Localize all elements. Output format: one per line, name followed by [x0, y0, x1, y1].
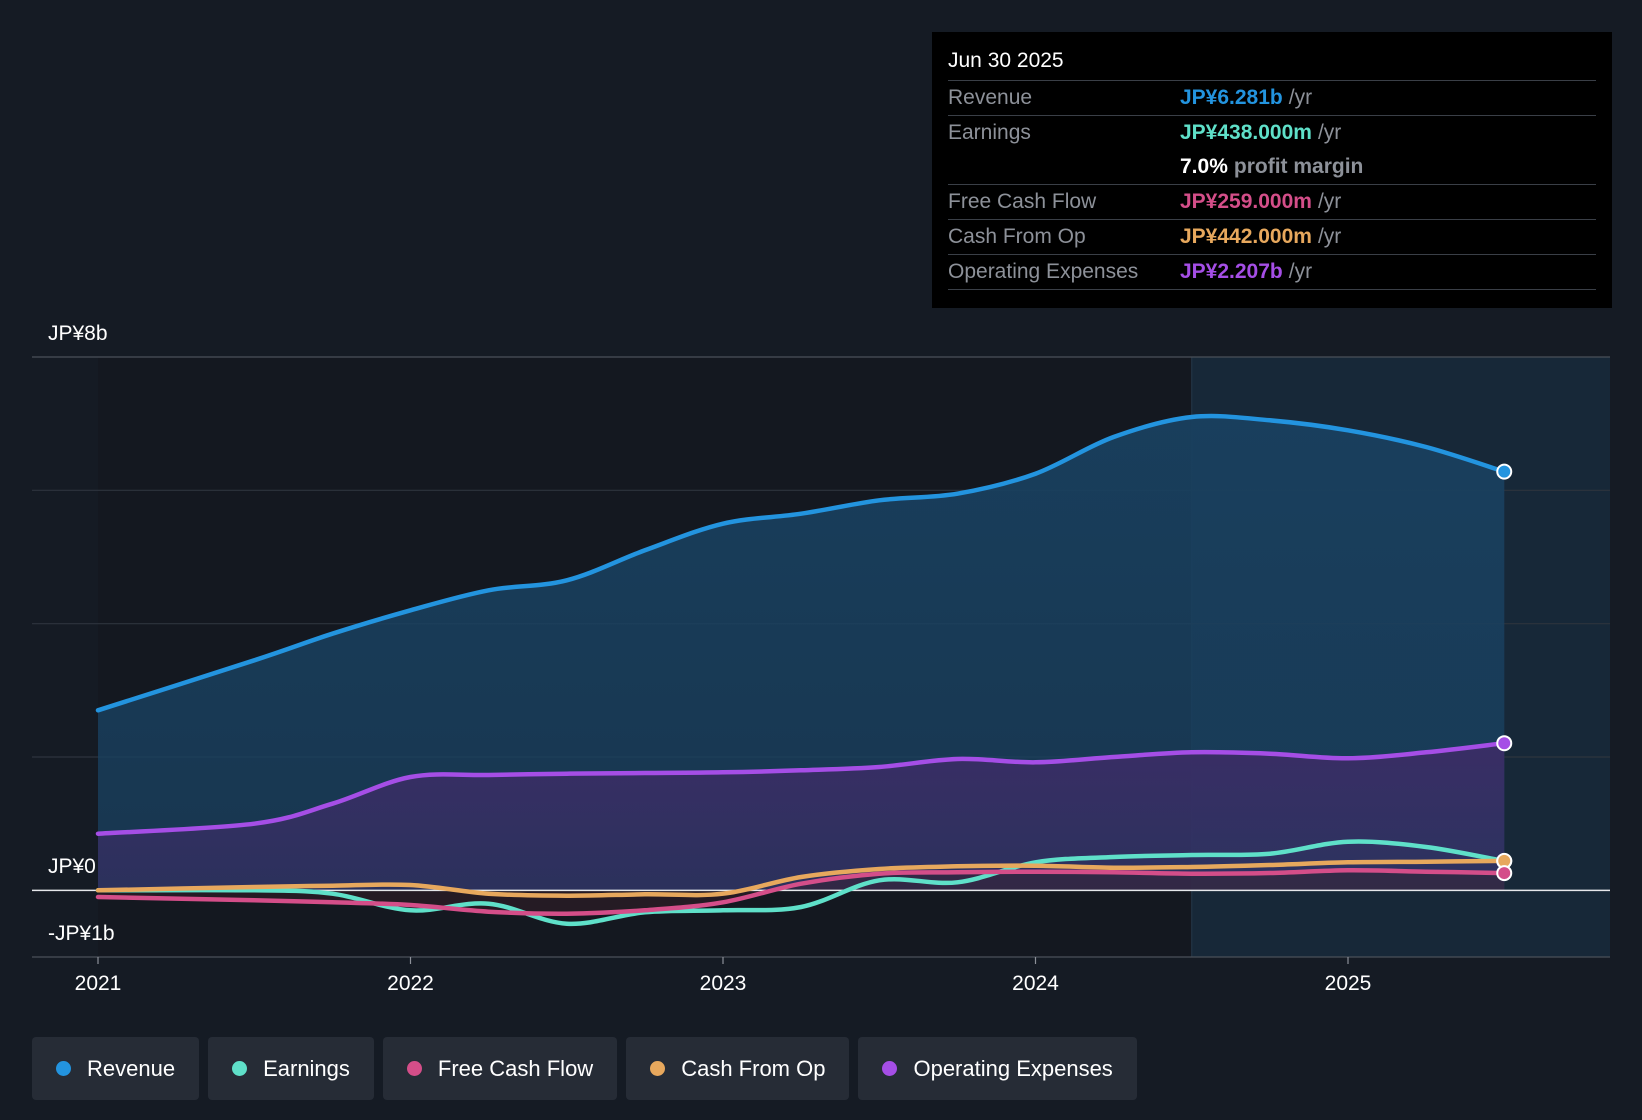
legend-dot-icon: [650, 1061, 666, 1076]
tooltip-margin-value: 7.0%: [1180, 155, 1228, 178]
tooltip-label: Operating Expenses: [948, 260, 1139, 283]
fcf-area: [98, 870, 1505, 914]
legend-label: Operating Expenses: [913, 1055, 1113, 1081]
revenue-end-marker: [1496, 463, 1513, 480]
x-tick-label: 2021: [75, 972, 122, 995]
tooltip-row-cfo: Cash From Op JP¥442.000m /yr: [948, 220, 1596, 255]
legend-item-free-cash-flow[interactable]: Free Cash Flow: [382, 1037, 618, 1100]
legend-label: Earnings: [263, 1055, 350, 1081]
tooltip-margin-label: profit margin: [1233, 155, 1364, 178]
tooltip-value: JP¥442.000m: [1180, 225, 1312, 248]
legend: Revenue Earnings Free Cash Flow Cash Fro…: [32, 1037, 1137, 1100]
y-label-bottom: -JP¥1b: [48, 922, 115, 945]
legend-dot-icon: [406, 1061, 422, 1076]
cfo-line: [95, 858, 1507, 898]
legend-item-cash-from-op[interactable]: Cash From Op: [626, 1037, 850, 1100]
legend-item-operating-expenses[interactable]: Operating Expenses: [858, 1037, 1137, 1100]
x-tick-label: 2023: [700, 972, 747, 995]
tooltip-unit: /yr: [1317, 190, 1342, 213]
legend-dot-icon: [882, 1061, 898, 1076]
tooltip-value: JP¥2.207b: [1180, 260, 1283, 283]
y-label-top: JP¥8b: [48, 322, 108, 345]
tooltip-label: Cash From Op: [948, 225, 1086, 248]
tooltip-row-opex: Operating Expenses JP¥2.207b /yr: [948, 255, 1596, 290]
legend-label: Cash From Op: [681, 1055, 826, 1081]
legend-item-earnings[interactable]: Earnings: [208, 1037, 374, 1100]
tooltip-value: JP¥438.000m: [1180, 121, 1312, 144]
tooltip-value: JP¥259.000m: [1180, 190, 1312, 213]
tooltip-row-fcf: Free Cash Flow JP¥259.000m /yr: [948, 185, 1596, 220]
tooltip-row-earnings: Earnings JP¥438.000m /yr: [948, 116, 1596, 150]
legend-item-revenue[interactable]: Revenue: [32, 1037, 200, 1100]
tooltip-label: Free Cash Flow: [948, 190, 1097, 213]
tooltip-unit: /yr: [1288, 86, 1313, 109]
tooltip-row-margin: 7.0% profit margin: [948, 150, 1596, 185]
tooltip-date: Jun 30 2025: [948, 46, 1596, 81]
legend-dot-icon: [56, 1061, 71, 1076]
tooltip-label: Revenue: [948, 86, 1033, 109]
opex-line: [95, 740, 1507, 836]
tooltip-value: JP¥6.281b: [1180, 86, 1283, 109]
y-label-zero: JP¥0: [48, 855, 96, 878]
opex-area: [98, 743, 1505, 891]
chart: JP¥8b JP¥0 -JP¥1b 2021 2022 2023 2024 2025: [32, 322, 1610, 995]
tooltip-unit: /yr: [1288, 260, 1313, 283]
x-tick-label: 2022: [387, 972, 434, 995]
opex-end-marker: [1496, 735, 1513, 752]
legend-label: Revenue: [87, 1055, 176, 1081]
fcf-line: [95, 868, 1507, 916]
legend-label: Free Cash Flow: [437, 1055, 594, 1081]
revenue-line: [95, 413, 1507, 713]
x-tick-label: 2024: [1012, 972, 1059, 995]
tooltip: Jun 30 2025 Revenue JP¥6.281b /yr Earnin…: [932, 32, 1612, 308]
tooltip-unit: /yr: [1317, 121, 1342, 144]
tooltip-label: Earnings: [948, 121, 1031, 144]
fcf-end-marker: [1496, 865, 1513, 882]
x-tick-label: 2025: [1325, 972, 1372, 995]
legend-dot-icon: [232, 1061, 248, 1076]
tooltip-row-revenue: Revenue JP¥6.281b /yr: [948, 81, 1596, 116]
tooltip-unit: /yr: [1317, 225, 1342, 248]
